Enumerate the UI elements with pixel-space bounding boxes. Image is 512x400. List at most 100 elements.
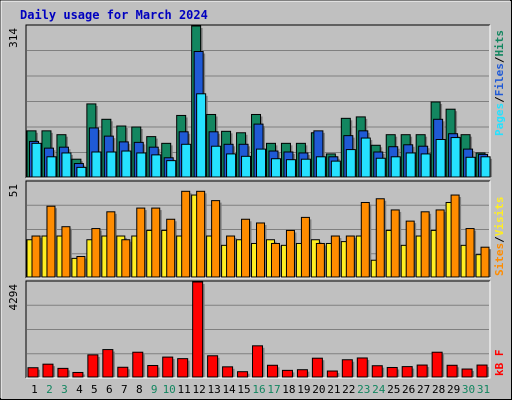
bar-pages — [420, 153, 433, 178]
legend-separator: / — [493, 96, 506, 103]
x-tick-label: 13 — [207, 383, 220, 396]
x-tick-label: 4 — [76, 383, 83, 396]
y-max-tick-label: 4294 — [7, 284, 20, 311]
x-tick-label: 9 — [151, 383, 158, 396]
bar-sites — [375, 198, 387, 278]
x-tick-label: 6 — [106, 383, 113, 396]
legend-files: Files — [493, 63, 506, 96]
x-tick-label: 27 — [417, 383, 430, 396]
x-tick-label: 12 — [193, 383, 206, 396]
x-tick-label: 11 — [178, 383, 191, 396]
bar-pages — [315, 156, 328, 178]
x-tick-label: 26 — [402, 383, 415, 396]
bar-sites — [61, 226, 72, 278]
bar-pages — [211, 145, 223, 178]
bar-sites — [46, 205, 57, 278]
bar-sites — [330, 235, 342, 278]
bar-sites — [76, 256, 87, 278]
chart-title: Daily usage for March 2024 — [20, 8, 208, 22]
bar-pages — [270, 158, 283, 178]
bar-pages — [435, 138, 448, 178]
kbytes-panel-border-dark — [25, 280, 490, 378]
x-tick-label: 20 — [312, 383, 325, 396]
bar-pages — [46, 156, 58, 178]
bar-sites — [181, 190, 192, 278]
bar-sites — [450, 194, 462, 278]
bar-kbytes — [192, 281, 205, 378]
x-tick-label: 18 — [282, 383, 295, 396]
bar-sites — [360, 201, 372, 278]
bar-kbytes — [416, 364, 430, 378]
legend-sites: Sites — [493, 243, 506, 276]
bar-kbytes — [326, 370, 340, 378]
x-tick-label: 22 — [342, 383, 355, 396]
bar-sites — [435, 209, 447, 278]
bar-sites — [270, 242, 282, 278]
bar-kbytes — [147, 364, 160, 378]
bar-sites — [151, 207, 162, 278]
bar-pages — [226, 153, 238, 178]
bar-kbytes — [431, 351, 445, 378]
x-tick-label: 16 — [252, 383, 265, 396]
legend-separator: / — [493, 236, 506, 243]
bar-sites — [256, 222, 267, 278]
x-tick-label: 17 — [267, 383, 280, 396]
x-tick-label: 1 — [31, 383, 38, 396]
visits-legend: Sites/Visits — [493, 197, 506, 277]
bar-pages — [300, 158, 313, 178]
bar-kbytes — [311, 357, 325, 378]
bar-pages — [405, 152, 418, 178]
bar-pages — [166, 160, 178, 178]
bar-kbytes — [371, 365, 385, 378]
x-tick-label: 8 — [136, 383, 143, 396]
bar-pages — [465, 156, 478, 178]
x-tick-label: 23 — [357, 383, 370, 396]
x-tick-label: 19 — [297, 383, 310, 396]
y-max-tick-label: 314 — [7, 28, 20, 48]
bar-kbytes — [27, 367, 40, 378]
x-tick-label: 5 — [91, 383, 98, 396]
bar-kbytes — [252, 345, 265, 378]
x-tick-label: 7 — [121, 383, 128, 396]
bar-pages — [256, 148, 268, 178]
x-tick-label: 29 — [447, 383, 460, 396]
bar-sites — [390, 209, 402, 278]
x-tick-label: 3 — [61, 383, 68, 396]
bar-pages — [196, 93, 208, 178]
bar-sites — [285, 229, 297, 278]
x-tick-label: 25 — [387, 383, 400, 396]
bar-sites — [480, 246, 492, 278]
bar-kbytes — [42, 363, 55, 378]
x-tick-label: 28 — [432, 383, 445, 396]
bar-kbytes — [266, 364, 280, 378]
bar-pages — [91, 151, 103, 178]
x-tick-label: 31 — [477, 383, 490, 396]
bar-pages — [345, 149, 358, 178]
bar-sites — [300, 216, 312, 278]
x-tick-label: 30 — [462, 383, 475, 396]
bar-kbytes — [476, 364, 490, 378]
x-tick-label: 24 — [372, 383, 386, 396]
hits-panel-border-dark — [25, 24, 490, 178]
bar-pages — [390, 156, 403, 178]
bar-sites — [166, 218, 177, 278]
bar-pages — [480, 156, 493, 178]
bar-pages — [121, 150, 133, 178]
bar-kbytes — [341, 359, 355, 378]
bar-pages — [360, 137, 373, 178]
bar-pages — [136, 152, 148, 178]
bar-kbytes — [72, 371, 85, 378]
bar-pages — [151, 154, 163, 178]
bar-kbytes — [87, 354, 100, 378]
y-max-tick-label: 51 — [7, 184, 20, 197]
legend-hits: Hits — [493, 30, 506, 57]
bar-kbytes — [446, 364, 460, 378]
bar-sites — [106, 211, 117, 278]
x-tick-label: 10 — [163, 383, 176, 396]
bar-kbytes — [162, 356, 175, 378]
x-tick-label: 15 — [237, 383, 250, 396]
bar-sites — [136, 207, 147, 278]
bar-kbytes — [237, 371, 250, 378]
